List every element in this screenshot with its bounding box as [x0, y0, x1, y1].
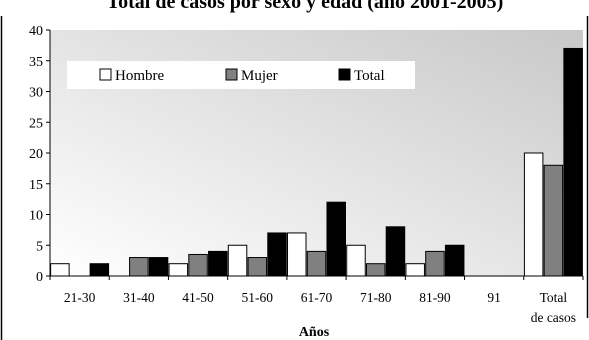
y-tick-label: 30: [29, 86, 43, 101]
y-tick-label: 40: [29, 24, 43, 39]
bar-total-81-90: [444, 244, 465, 277]
x-tick-label: 21-30: [64, 290, 96, 305]
legend-box: [67, 61, 415, 89]
x-axis-label: Años: [299, 325, 330, 340]
legend: Hombre Mujer Total: [67, 61, 415, 89]
x-tick-label: Total de casos: [531, 290, 576, 325]
legend-swatch-total: [338, 68, 351, 81]
x-tick-label: 91: [487, 290, 501, 305]
bar-mujer-total-de-casos: [543, 164, 564, 277]
bar-hombre-71-80: [346, 244, 366, 277]
y-tick-label: 5: [36, 239, 43, 254]
bar-total-31-40: [148, 257, 169, 277]
x-ticks: 21-30 31-40 41-50 51-60 61-70 71-80 81-90 91 Tot…: [49, 276, 584, 325]
bar-mujer-81-90: [425, 250, 445, 277]
bar-mujer-71-80: [365, 263, 386, 277]
bar-hombre-41-50: [168, 263, 189, 277]
bar-mujer-61-70: [306, 250, 327, 277]
bar-mujer-51-60: [247, 257, 268, 277]
x-tick-label: 61-70: [301, 290, 333, 305]
bar-hombre-61-70: [287, 232, 307, 277]
x-tick-label: 71-80: [360, 290, 392, 305]
legend-label-hombre: Hombre: [115, 68, 164, 84]
x-tick-label: 81-90: [419, 290, 451, 305]
y-ticks: 0 5 10 15 20 25 30 35 40: [29, 24, 50, 285]
bar-total-71-80: [385, 226, 406, 277]
legend-label-total: Total: [354, 68, 385, 84]
bar-total-41-50: [208, 250, 228, 277]
x-tick-label: 51-60: [242, 290, 274, 305]
legend-label-mujer: Mujer: [241, 68, 278, 84]
y-tick-label: 25: [29, 116, 43, 131]
bar-total-21-30: [89, 263, 110, 277]
y-tick-label: 20: [29, 147, 43, 162]
legend-swatch-hombre: [99, 68, 112, 81]
bar-total-51-60: [267, 232, 287, 277]
y-tick-label: 15: [29, 178, 43, 193]
bar-hombre-21-30: [50, 263, 70, 277]
bar-mujer-41-50: [188, 253, 208, 277]
chart-title: Total de casos por sexo y edad (año 2001…: [107, 0, 504, 13]
bar-total-61-70: [326, 201, 346, 277]
x-tick-label: 31-40: [123, 290, 155, 305]
bar-hombre-total-de-casos: [523, 152, 544, 277]
x-tick-label: 41-50: [182, 290, 214, 305]
y-tick-label: 10: [29, 209, 43, 224]
legend-swatch-mujer: [225, 68, 238, 81]
y-tick-label: 0: [36, 270, 43, 285]
bar-total-total-de-casos: [563, 47, 583, 277]
bar-mujer-31-40: [129, 257, 149, 277]
y-tick-label: 35: [29, 55, 43, 70]
bar-hombre-51-60: [227, 244, 248, 277]
bar-hombre-81-90: [405, 263, 425, 277]
